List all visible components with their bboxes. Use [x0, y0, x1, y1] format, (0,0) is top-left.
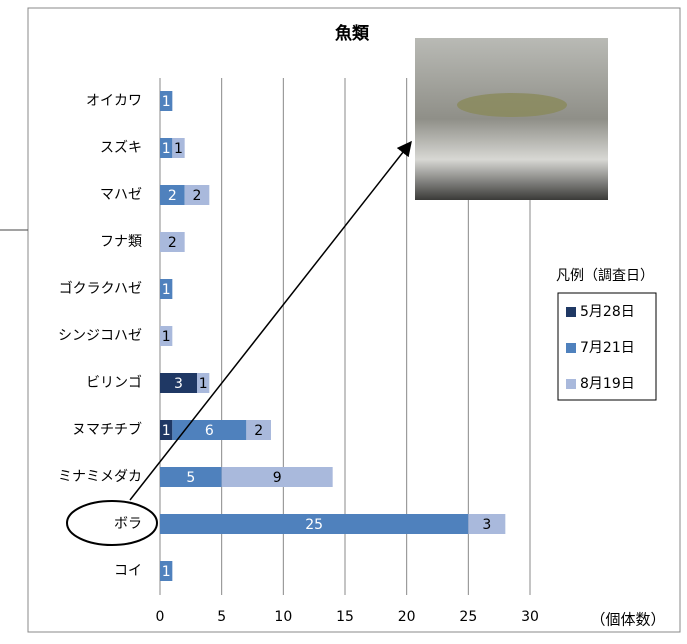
data-label: 1 — [162, 564, 171, 580]
highlight-ellipse — [66, 500, 158, 546]
data-label: 1 — [162, 141, 171, 157]
bar-segment — [160, 326, 173, 346]
bar-segment — [160, 279, 173, 299]
data-label: 1 — [199, 376, 208, 392]
data-label: 1 — [174, 141, 183, 157]
bar-segment — [160, 138, 173, 158]
fish-shape — [457, 93, 567, 117]
bar-segment — [197, 373, 210, 393]
bar-segment — [221, 467, 333, 487]
data-label: 2 — [254, 423, 263, 439]
bar-segment — [468, 514, 506, 534]
data-label: 2 — [168, 235, 177, 251]
data-label: 1 — [162, 329, 171, 345]
y-tick-label: ヌマチチブ — [72, 421, 142, 438]
data-label: 9 — [273, 470, 282, 486]
y-tick-label: マハゼ — [100, 187, 142, 203]
legend-title: 凡例（調査日） — [556, 268, 654, 284]
bar-segment — [184, 185, 210, 205]
bar-segment — [246, 420, 271, 440]
legend-label: 5月28日 — [580, 304, 635, 320]
bar-segment — [160, 467, 222, 487]
legend-swatch — [566, 343, 576, 353]
data-label: 5 — [186, 470, 195, 486]
data-label: 1 — [162, 423, 171, 439]
bar-segment — [160, 91, 173, 111]
bar-segment — [160, 420, 173, 440]
y-tick-label: ゴクラクハゼ — [59, 280, 142, 297]
y-tick-label: ビリンゴ — [86, 374, 142, 391]
bar-segment — [160, 373, 197, 393]
x-tick-label: 0 — [156, 609, 165, 625]
arrow — [129, 140, 412, 501]
x-tick-label: 30 — [521, 609, 539, 625]
y-tick-label: フナ類 — [100, 234, 142, 250]
data-label: 2 — [193, 188, 202, 204]
y-tick-label: オイカワ — [86, 93, 142, 109]
y-tick-label: シンジコハゼ — [58, 328, 142, 344]
y-tick-label: ボラ — [114, 516, 142, 532]
data-label: 2 — [168, 188, 177, 204]
x-axis-label: （個体数） — [590, 611, 665, 629]
data-label: 1 — [162, 94, 171, 110]
data-label: 1 — [162, 282, 171, 298]
data-label: 3 — [482, 517, 491, 533]
bar-segment — [160, 514, 469, 534]
bar-segment — [172, 138, 185, 158]
x-tick-label: 10 — [274, 609, 292, 625]
x-tick-label: 20 — [398, 609, 416, 625]
x-tick-label: 25 — [459, 609, 477, 625]
chart-title: 魚類 — [335, 23, 370, 44]
fish-photo — [415, 38, 608, 200]
bar-segment — [172, 420, 247, 440]
data-label: 6 — [205, 423, 214, 439]
bar-segment — [160, 561, 173, 581]
x-tick-label: 5 — [217, 609, 226, 625]
bar-segment — [160, 185, 185, 205]
data-label: 3 — [174, 376, 183, 392]
legend-label: 8月19日 — [580, 376, 635, 392]
legend-swatch — [566, 379, 576, 389]
y-tick-label: コイ — [114, 563, 142, 579]
y-tick-label: ミナミメダカ — [58, 469, 142, 485]
data-label: 25 — [305, 517, 323, 533]
legend-label: 7月21日 — [580, 340, 635, 356]
bar-segment — [160, 232, 185, 252]
x-tick-label: 15 — [336, 609, 354, 625]
legend-swatch — [566, 307, 576, 317]
y-tick-label: スズキ — [100, 140, 142, 156]
